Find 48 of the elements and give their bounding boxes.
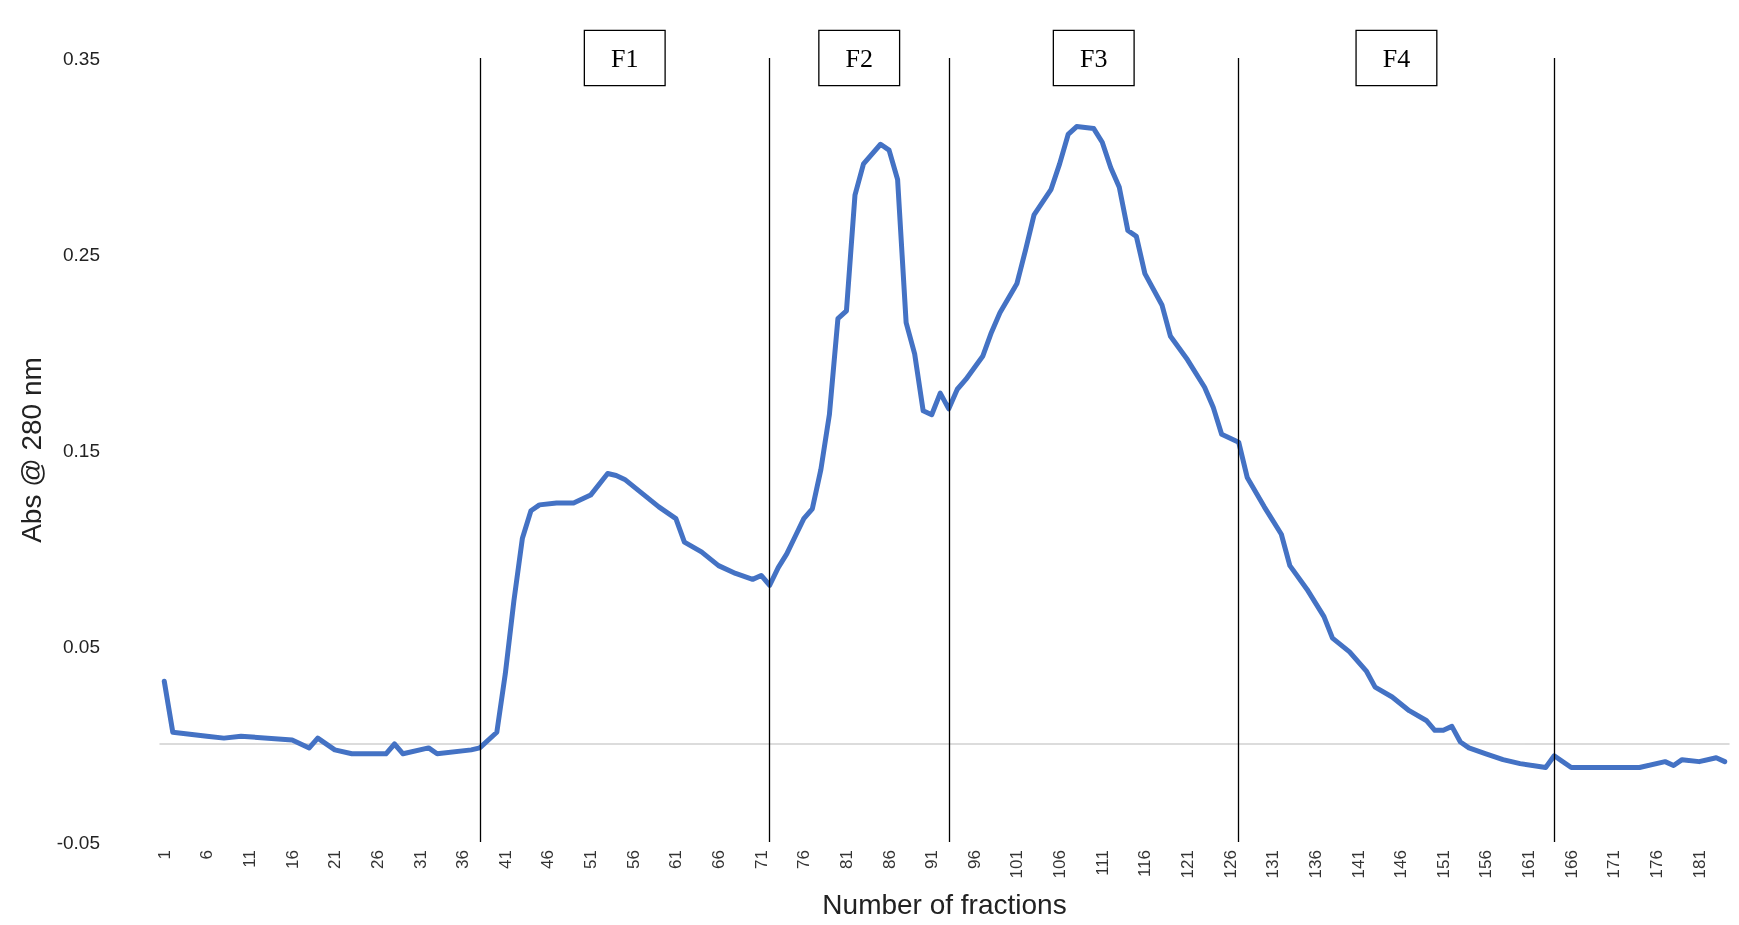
x-tick-label: 151 xyxy=(1433,850,1453,879)
x-tick-label: 91 xyxy=(922,850,942,869)
annotation: F3 xyxy=(1079,43,1108,73)
x-tick-label: 156 xyxy=(1476,850,1496,879)
x-tick-label: 176 xyxy=(1647,850,1667,879)
x-tick-label: 41 xyxy=(495,850,515,869)
x-tick-label: 71 xyxy=(751,850,771,869)
y-tick-label: 0.15 xyxy=(63,439,100,461)
x-tick-label: 6 xyxy=(197,850,217,860)
x-tick-label: 86 xyxy=(879,850,899,869)
x-tick-label: 36 xyxy=(453,850,473,869)
y-tick-label: 0.35 xyxy=(63,47,100,69)
x-tick-label: 56 xyxy=(623,850,643,869)
x-tick-label: 111 xyxy=(1092,850,1112,876)
x-tick-label: 11 xyxy=(240,850,260,868)
x-tick-label: 76 xyxy=(794,850,814,869)
x-tick-label: 131 xyxy=(1263,850,1283,879)
annotation: F4 xyxy=(1382,43,1411,73)
x-tick-label: 1 xyxy=(154,850,174,860)
y-axis-title: Abs @ 280 nm xyxy=(16,357,48,543)
x-tick-label: 126 xyxy=(1220,850,1240,879)
annotation: F1 xyxy=(611,43,639,73)
x-tick-label: 106 xyxy=(1050,850,1070,879)
x-tick-label: 146 xyxy=(1391,850,1411,879)
x-tick-label: 101 xyxy=(1007,850,1027,879)
x-tick-label: 141 xyxy=(1348,850,1368,879)
x-tick-label: 31 xyxy=(410,850,430,869)
x-tick-label: 16 xyxy=(282,850,302,869)
annotation: F2 xyxy=(845,43,873,73)
y-tick-label: 0.25 xyxy=(63,243,100,265)
x-tick-label: 46 xyxy=(538,850,558,869)
x-tick-label: 136 xyxy=(1305,850,1325,879)
x-tick-label: 116 xyxy=(1135,850,1155,878)
x-tick-label: 96 xyxy=(964,850,984,869)
x-tick-label: 121 xyxy=(1178,850,1198,879)
x-tick-label: 21 xyxy=(325,850,345,869)
x-tick-label: 66 xyxy=(709,850,729,869)
y-tick-label: 0.05 xyxy=(63,635,100,657)
x-tick-label: 51 xyxy=(581,850,601,869)
y-tick-label: -0.05 xyxy=(56,831,100,853)
x-tick-label: 81 xyxy=(836,850,856,869)
x-tick-label: 181 xyxy=(1689,850,1709,879)
x-tick-label: 61 xyxy=(666,850,686,869)
x-tick-label: 161 xyxy=(1519,850,1539,879)
x-tick-label: 166 xyxy=(1561,850,1581,879)
x-axis-title: Number of fractions xyxy=(822,888,1067,920)
x-tick-label: 26 xyxy=(367,850,387,869)
x-tick-label: 171 xyxy=(1604,850,1624,879)
